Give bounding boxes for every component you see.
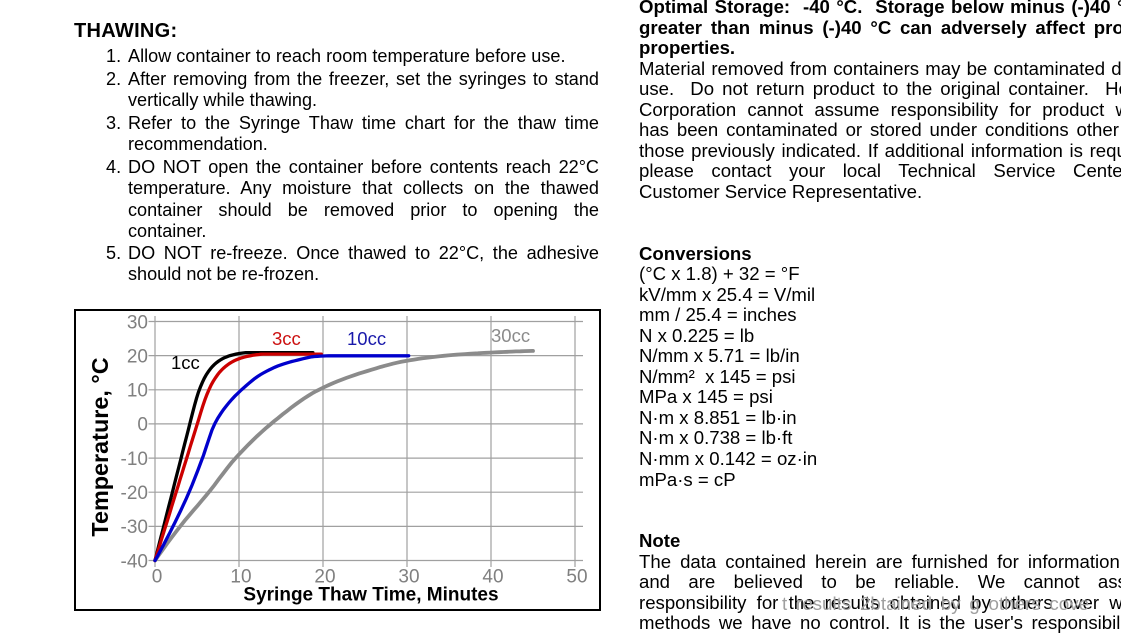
svg-text:-40: -40 (121, 551, 148, 572)
svg-text:40: 40 (482, 567, 503, 588)
svg-text:10cc: 10cc (347, 328, 386, 349)
svg-text:30: 30 (398, 567, 419, 588)
svg-text:-30: -30 (121, 517, 148, 538)
svg-text:0: 0 (137, 415, 148, 436)
svg-text:30cc: 30cc (491, 325, 530, 346)
svg-text:10: 10 (230, 567, 251, 588)
svg-text:-20: -20 (121, 483, 148, 504)
svg-text:0: 0 (152, 567, 163, 588)
svg-text:20: 20 (314, 567, 335, 588)
svg-text:10: 10 (127, 381, 148, 402)
svg-text:-10: -10 (121, 449, 148, 470)
svg-text:Syringe Thaw Time, Minutes: Syringe Thaw Time, Minutes (243, 584, 498, 605)
svg-text:50: 50 (566, 567, 587, 588)
svg-text:20: 20 (127, 346, 148, 367)
svg-text:3cc: 3cc (272, 328, 301, 349)
svg-text:Temperature, °C: Temperature, °C (87, 357, 113, 536)
svg-text:30: 30 (127, 312, 148, 333)
svg-text:1cc: 1cc (171, 352, 200, 373)
